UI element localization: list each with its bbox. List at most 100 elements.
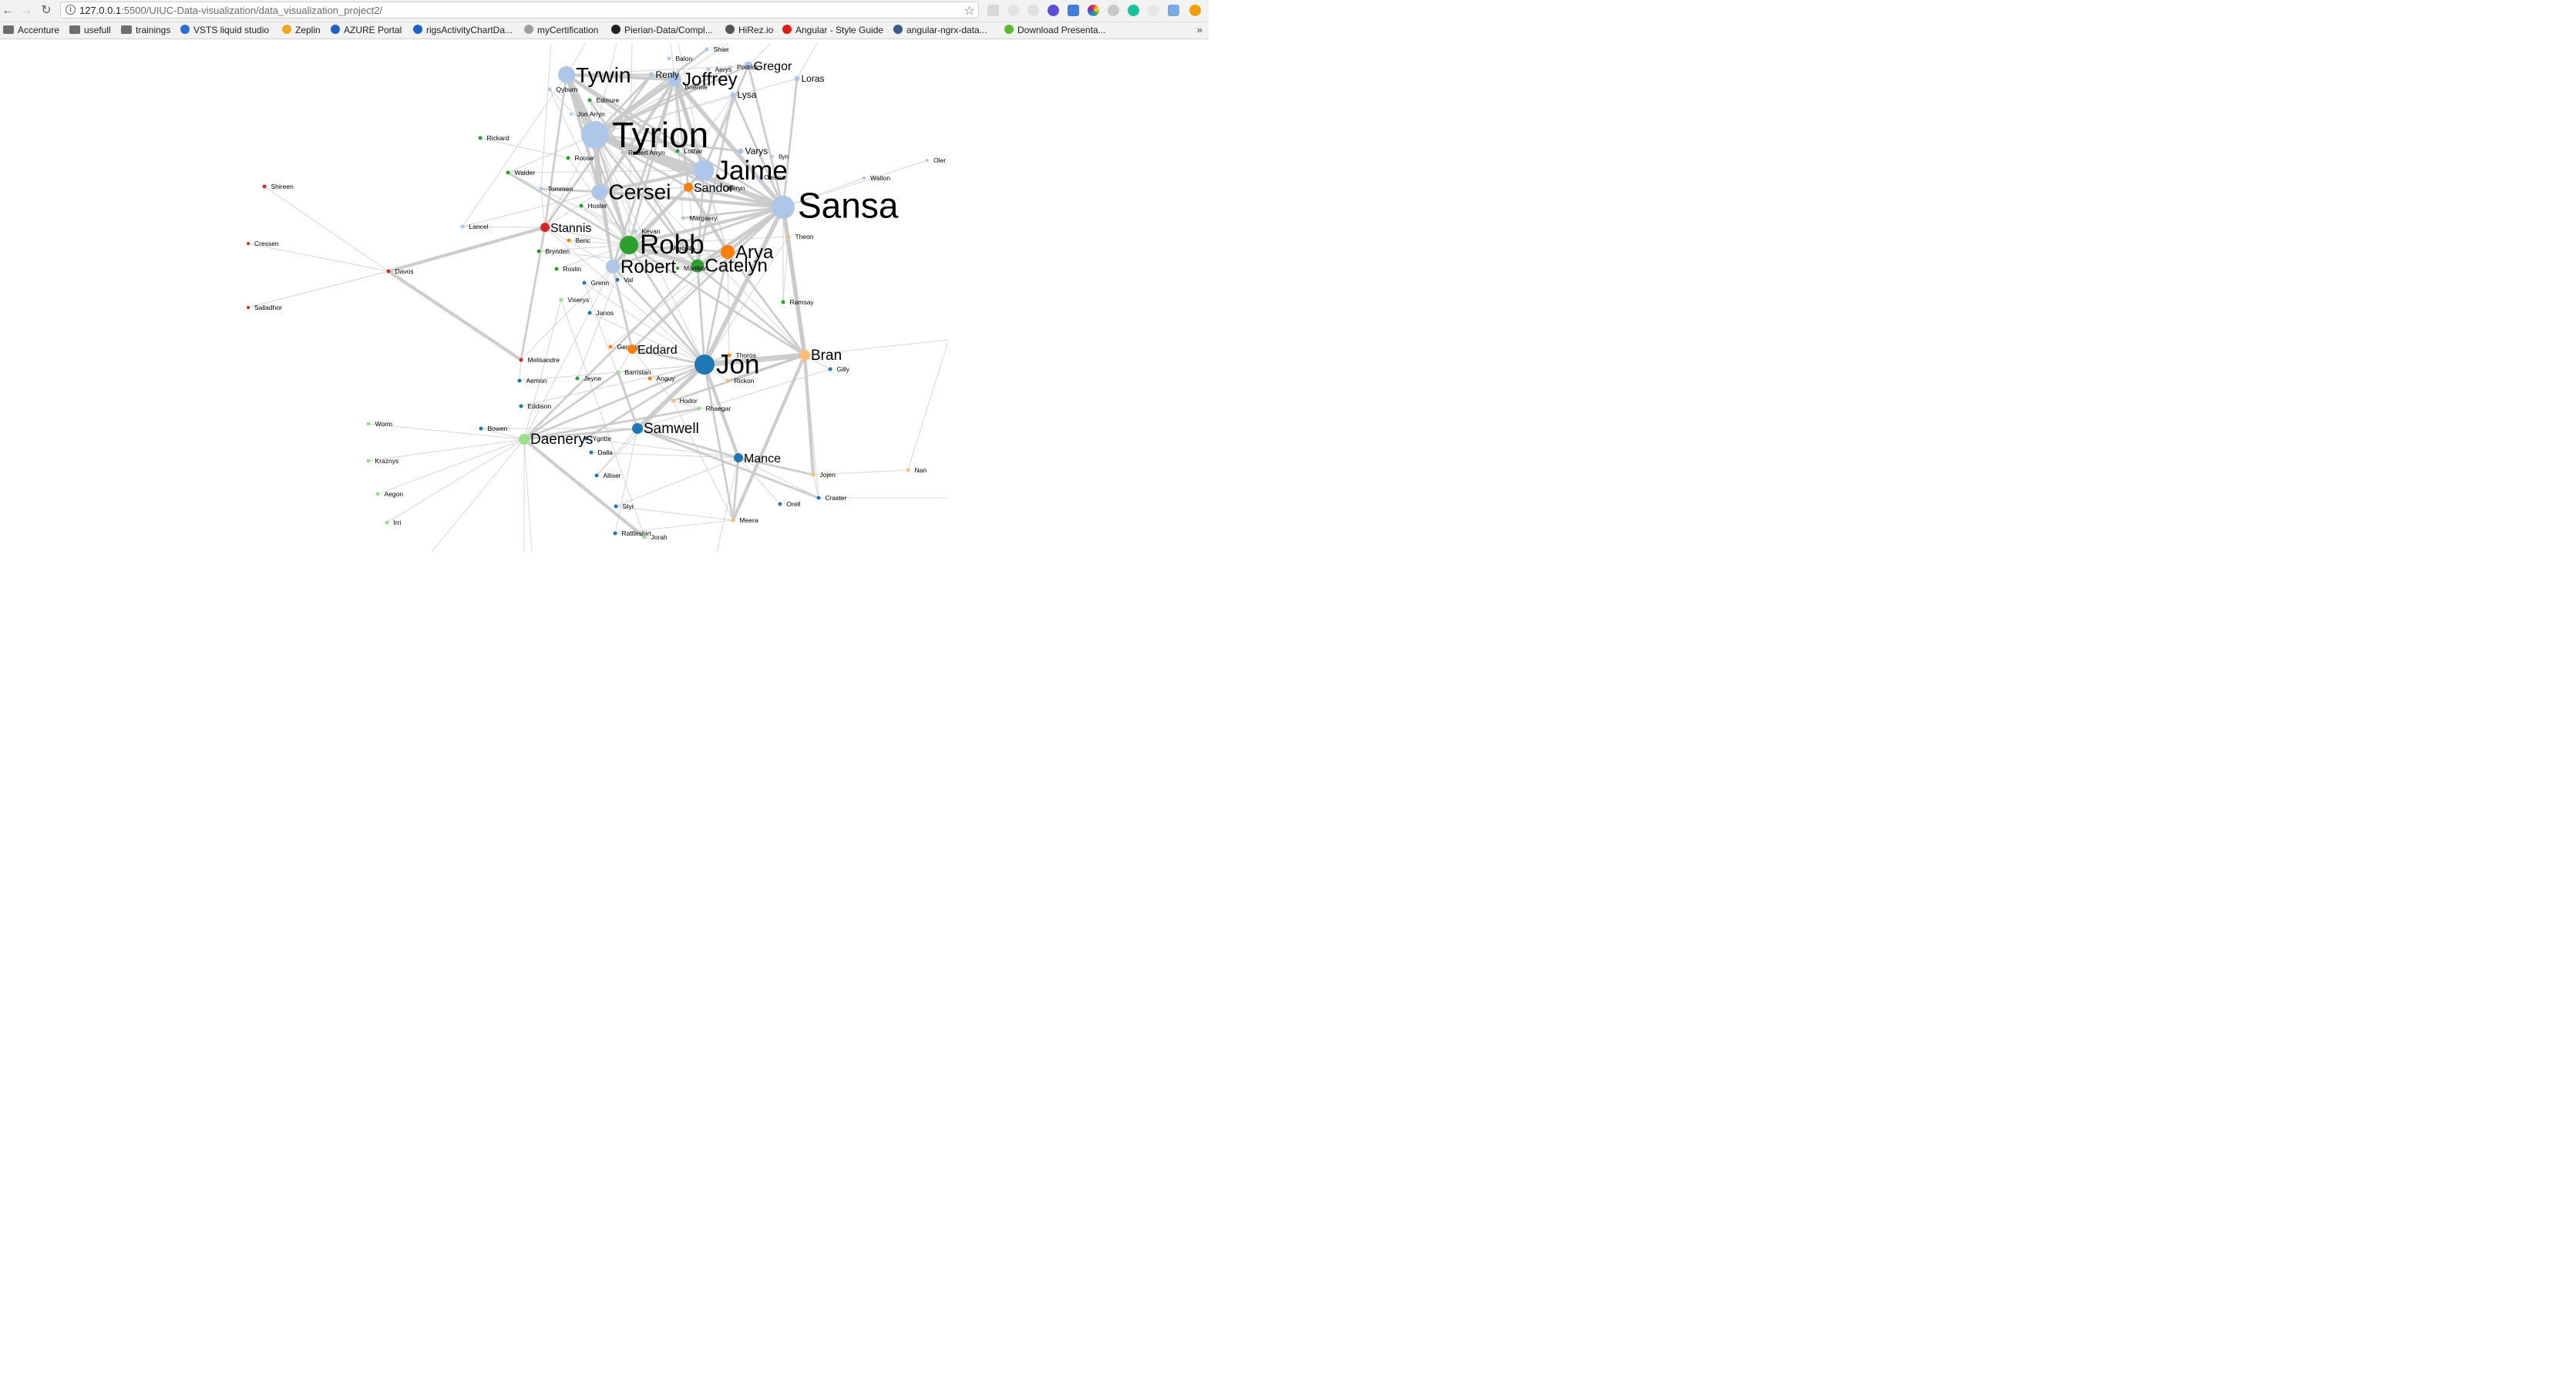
node-circle[interactable] [647, 376, 652, 381]
node-circle[interactable] [247, 306, 250, 309]
graph-node[interactable]: Oler [926, 156, 946, 164]
graph-node[interactable]: Hoster [579, 202, 607, 210]
node-circle[interactable] [734, 453, 743, 462]
node-circle[interactable] [583, 436, 588, 441]
graph-node[interactable]: Lysa [730, 89, 757, 100]
node-circle[interactable] [691, 259, 705, 273]
node-circle[interactable] [479, 426, 483, 431]
graph-node[interactable]: Beric [567, 237, 591, 244]
graph-node[interactable]: Cersei [591, 180, 671, 203]
node-circle[interactable] [811, 472, 816, 477]
node-circle[interactable] [633, 229, 637, 234]
graph-node[interactable]: Meera [731, 516, 758, 524]
graph-node[interactable]: Tommen [539, 185, 573, 193]
bookmark-item[interactable]: AZURE Portal [331, 24, 402, 37]
node-circle[interactable] [727, 353, 731, 358]
node-circle[interactable] [615, 277, 620, 282]
graph-node[interactable]: Robert Arryn [620, 149, 665, 156]
extension-translate-icon[interactable] [1168, 5, 1179, 16]
node-circle[interactable] [738, 148, 744, 154]
graph-node[interactable]: Styr [614, 502, 634, 510]
node-circle[interactable] [581, 121, 609, 149]
node-circle[interactable] [671, 398, 675, 403]
node-circle[interactable] [663, 247, 666, 250]
node-circle[interactable] [715, 186, 719, 190]
graph-node[interactable]: Eddard [627, 344, 678, 357]
graph-node[interactable]: Varys [738, 146, 768, 156]
graph-node[interactable]: Sandor [684, 182, 734, 195]
graph-node[interactable]: Renly [648, 69, 680, 80]
profile-avatar-icon[interactable] [1189, 5, 1201, 16]
extension-lock-icon[interactable] [1148, 5, 1159, 16]
bookmark-item[interactable]: trainings [121, 24, 170, 37]
node-circle[interactable] [642, 535, 647, 539]
extension-refresh-icon[interactable] [1027, 5, 1039, 16]
node-circle[interactable] [587, 98, 592, 103]
graph-node[interactable]: Jojen [811, 471, 836, 479]
graph-node[interactable]: Ygritte [583, 435, 612, 442]
graph-node[interactable]: Melisandre [519, 356, 560, 364]
bookmark-item[interactable]: HiRez.io [725, 24, 773, 37]
bookmark-item[interactable]: Pierian-Data/Compl... [611, 24, 713, 37]
node-circle[interactable] [539, 187, 543, 191]
node-circle[interactable] [558, 66, 575, 83]
node-circle[interactable] [668, 72, 681, 86]
bookmark-item[interactable]: Download Presenta... [1004, 24, 1106, 37]
node-circle[interactable] [632, 423, 643, 434]
node-circle[interactable] [567, 238, 571, 243]
bookmark-item[interactable]: VSTS liquid studio [180, 24, 269, 37]
graph-node[interactable]: Anguy [647, 375, 676, 382]
bookmark-item[interactable]: usefull [69, 24, 111, 37]
info-icon[interactable]: i [66, 5, 76, 15]
graph-node[interactable]: Kraznys [366, 457, 399, 465]
graph-node[interactable]: Alliser [594, 472, 621, 479]
graph-node[interactable]: Gregor [744, 60, 792, 73]
graph-node[interactable]: Gilly [828, 365, 850, 373]
node-circle[interactable] [744, 61, 753, 70]
graph-node[interactable]: Tyrion [581, 115, 708, 155]
graph-node[interactable]: Edmure [587, 96, 620, 104]
graph-node[interactable]: Hodor [671, 397, 698, 405]
forward-arrow-icon[interactable]: → [20, 4, 32, 17]
node-circle[interactable] [729, 66, 732, 69]
node-circle[interactable] [725, 378, 730, 383]
node-circle[interactable] [756, 176, 759, 179]
graph-node[interactable]: Mance [734, 452, 781, 465]
graph-node[interactable]: Balon [667, 55, 693, 62]
graph-node[interactable]: Bran [799, 348, 842, 364]
graph-node[interactable]: Margaery [681, 214, 718, 222]
back-arrow-icon[interactable]: ← [2, 4, 14, 17]
node-circle[interactable] [519, 358, 523, 362]
graph-node[interactable]: Jaime [693, 156, 788, 186]
graph-node[interactable]: Brienne [676, 83, 708, 91]
graph-node[interactable]: Olenna [756, 173, 785, 181]
extension-moon-icon[interactable] [1048, 5, 1059, 16]
node-circle[interactable] [247, 242, 250, 245]
node-circle[interactable] [693, 160, 715, 181]
node-circle[interactable] [667, 56, 671, 61]
graph-node[interactable]: Kevan [633, 227, 661, 235]
node-circle[interactable] [730, 92, 736, 98]
graph-node[interactable]: Oberyn [715, 184, 745, 192]
graph-node[interactable]: Janos [587, 309, 614, 317]
extension-grid-icon[interactable] [987, 5, 999, 16]
graph-node[interactable]: Rhaegar [697, 405, 731, 412]
node-circle[interactable] [926, 159, 929, 162]
extension-cloud-icon[interactable] [1108, 5, 1119, 16]
graph-node[interactable]: Walder [506, 169, 536, 176]
bookmark-item[interactable]: Angular - Style Guide [782, 24, 883, 37]
node-circle[interactable] [721, 245, 735, 259]
graph-node[interactable]: Lothar [675, 147, 703, 155]
graph-node[interactable]: Lancel [460, 223, 489, 230]
node-circle[interactable] [648, 72, 654, 78]
bookmark-item[interactable]: myCertification [524, 24, 598, 37]
node-circle[interactable] [614, 504, 618, 509]
node-circle[interactable] [786, 234, 791, 239]
node-circle[interactable] [575, 376, 580, 381]
node-circle[interactable] [772, 196, 795, 219]
graph-node[interactable]: Roslin [554, 265, 582, 273]
bookmark-item[interactable]: rigsActivityChartDa... [413, 24, 513, 37]
extension-colorwheel-icon[interactable] [1088, 5, 1099, 16]
node-circle[interactable] [559, 297, 563, 302]
graph-node[interactable]: Robert [606, 257, 676, 277]
